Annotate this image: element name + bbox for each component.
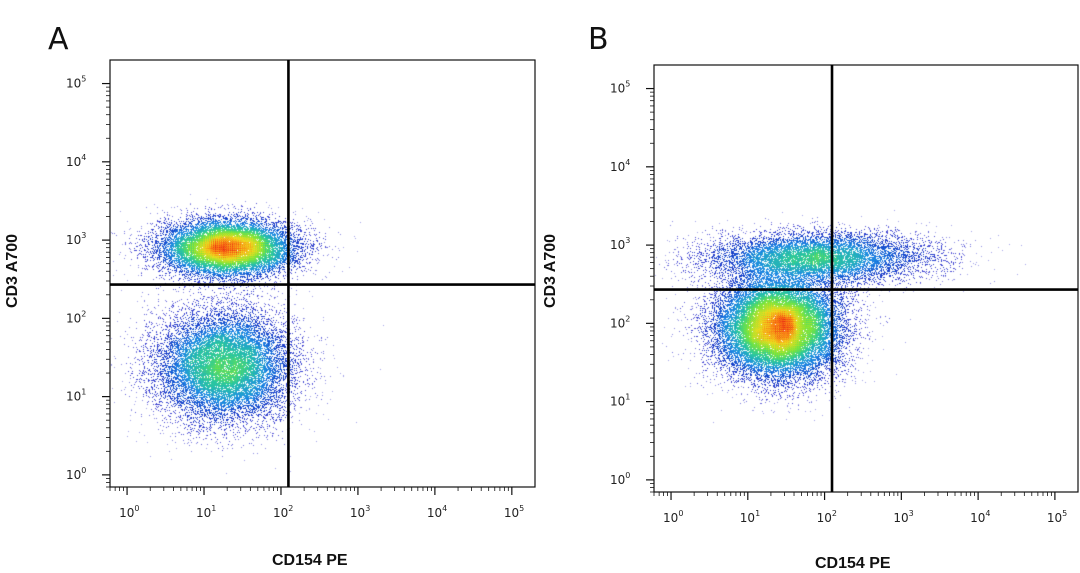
x-tick-label: 105: [1047, 509, 1067, 525]
plot-frame: [109, 59, 536, 488]
plot-axes-a: 100 101 102 103 104 105 100 101 102 103 104 105: [66, 59, 536, 520]
plot-axes-b: 100 101 102 103 104 105 100 101 102 103 104 105: [610, 64, 1079, 525]
panel-letter-b: B: [588, 22, 609, 57]
x-tick-label: 102: [273, 504, 293, 520]
y-tick-label: 103: [66, 231, 86, 247]
x-tick-label: 104: [427, 504, 447, 520]
panel-letter-a: A: [48, 22, 69, 57]
y-axis-label-a: CD3 A700: [4, 233, 22, 309]
y-tick-label: 100: [610, 471, 630, 487]
y-tick-label: 105: [66, 75, 86, 91]
flow-plot-panel-b: B 100 101 102 103 104 105 100 101 102 103 104 105 C…: [540, 0, 1080, 572]
y-tick-label: 102: [610, 314, 630, 330]
x-tick-label: 101: [196, 504, 216, 520]
x-tick-label: 100: [663, 509, 683, 525]
x-tick-label: 105: [504, 504, 524, 520]
y-tick-label: 100: [66, 466, 86, 482]
y-tick-label: 104: [610, 158, 630, 174]
x-tick-label: 103: [893, 509, 913, 525]
x-axis-label-a: CD154 PE: [272, 552, 348, 569]
x-tick-label: 102: [817, 509, 837, 525]
x-tick-label: 104: [970, 509, 990, 525]
y-tick-label: 104: [66, 153, 86, 169]
y-tick-label: 105: [610, 80, 630, 96]
y-tick-label: 101: [610, 393, 630, 409]
y-tick-label: 101: [66, 388, 86, 404]
x-tick-label: 103: [350, 504, 370, 520]
flow-plot-panel-a: A 100 101 102 103 104 105 100 101 102 103 104 105 C…: [0, 0, 540, 572]
plot-frame: [653, 64, 1079, 493]
x-axis-label-b: CD154 PE: [815, 555, 891, 572]
y-tick-label: 102: [66, 309, 86, 325]
y-tick-label: 103: [610, 236, 630, 252]
y-axis-label-b: CD3 A700: [542, 233, 560, 309]
scatter-dots-b: [654, 65, 1078, 492]
x-tick-label: 101: [740, 509, 760, 525]
x-tick-label: 100: [119, 504, 139, 520]
scatter-dots-a: [110, 60, 535, 487]
